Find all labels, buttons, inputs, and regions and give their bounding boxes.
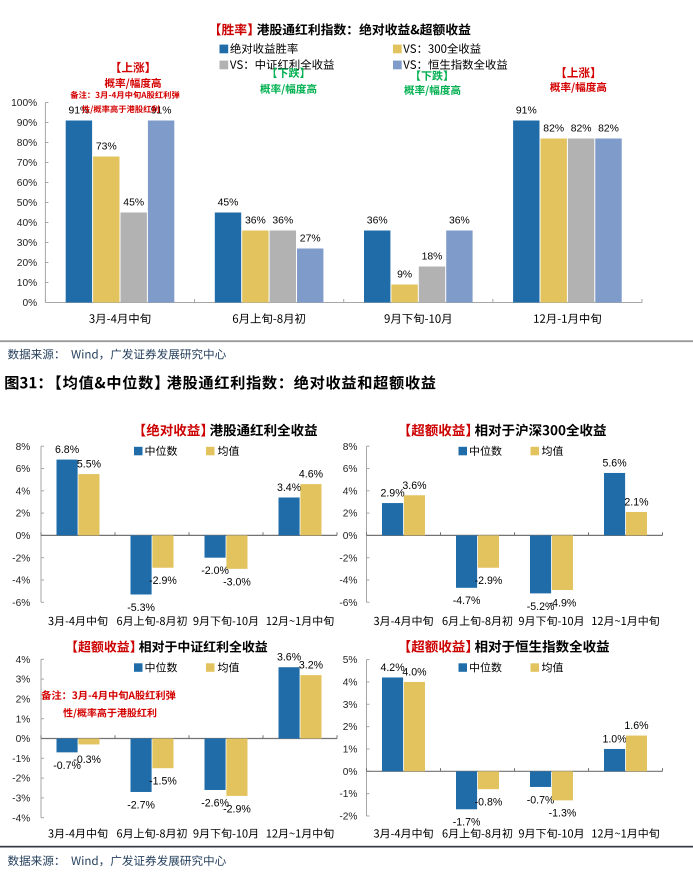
svg-text:-2%: -2% xyxy=(339,553,357,564)
svg-text:80%: 80% xyxy=(17,138,37,149)
svg-text:100%: 100% xyxy=(11,98,37,109)
svg-text:-0.7%: -0.7% xyxy=(527,794,555,806)
svg-text:1%: 1% xyxy=(16,714,31,725)
svg-text:-4%: -4% xyxy=(12,576,30,587)
svg-text:4.0%: 4.0% xyxy=(402,666,427,678)
svg-text:-1%: -1% xyxy=(12,754,30,765)
svg-text:8%: 8% xyxy=(16,442,31,453)
svg-text:-1.3%: -1.3% xyxy=(549,808,577,820)
svg-text:82%: 82% xyxy=(571,123,592,134)
svg-text:-2%: -2% xyxy=(12,553,30,564)
svg-text:-1%: -1% xyxy=(339,789,357,800)
svg-text:3.6%: 3.6% xyxy=(402,480,427,492)
svg-text:1%: 1% xyxy=(343,745,358,756)
svg-text:3.4%: 3.4% xyxy=(277,482,302,494)
svg-text:8%: 8% xyxy=(343,442,358,453)
svg-text:6%: 6% xyxy=(343,464,358,475)
svg-text:3.2%: 3.2% xyxy=(299,660,324,672)
svg-text:10%: 10% xyxy=(17,278,37,289)
svg-text:36%: 36% xyxy=(245,215,266,226)
svg-text:0%: 0% xyxy=(343,767,358,778)
svg-text:0%: 0% xyxy=(22,298,37,309)
svg-text:0%: 0% xyxy=(16,734,31,745)
svg-text:-2.9%: -2.9% xyxy=(223,803,251,815)
svg-text:-0.8%: -0.8% xyxy=(475,797,503,809)
svg-text:2.1%: 2.1% xyxy=(624,496,649,508)
svg-text:82%: 82% xyxy=(598,123,619,134)
svg-text:4%: 4% xyxy=(343,678,358,689)
svg-text:-1.5%: -1.5% xyxy=(149,776,177,788)
svg-text:4%: 4% xyxy=(343,486,358,497)
svg-text:-4%: -4% xyxy=(12,813,30,824)
svg-text:-0.7%: -0.7% xyxy=(53,760,81,772)
svg-text:5.5%: 5.5% xyxy=(77,459,102,471)
svg-text:20%: 20% xyxy=(17,258,37,269)
svg-text:73%: 73% xyxy=(96,141,117,152)
svg-text:45%: 45% xyxy=(218,197,239,208)
svg-text:4%: 4% xyxy=(16,655,31,666)
svg-text:1.0%: 1.0% xyxy=(602,733,627,745)
svg-text:-1.7%: -1.7% xyxy=(453,817,481,829)
svg-text:2%: 2% xyxy=(16,695,31,706)
svg-text:3%: 3% xyxy=(343,700,358,711)
svg-text:91%: 91% xyxy=(69,105,90,116)
svg-text:2.9%: 2.9% xyxy=(380,488,405,500)
svg-text:60%: 60% xyxy=(17,178,37,189)
svg-text:6%: 6% xyxy=(16,464,31,475)
svg-text:-5.3%: -5.3% xyxy=(127,602,155,614)
svg-text:-2.0%: -2.0% xyxy=(201,565,229,577)
svg-text:-6%: -6% xyxy=(12,598,30,609)
svg-text:2%: 2% xyxy=(343,722,358,733)
svg-text:90%: 90% xyxy=(17,118,37,129)
svg-text:30%: 30% xyxy=(17,238,37,249)
svg-text:-2.6%: -2.6% xyxy=(201,797,229,809)
svg-text:2%: 2% xyxy=(343,509,358,520)
svg-text:-5.2%: -5.2% xyxy=(527,601,555,613)
svg-text:4%: 4% xyxy=(16,486,31,497)
svg-text:0%: 0% xyxy=(343,531,358,542)
svg-text:-4.7%: -4.7% xyxy=(453,595,481,607)
svg-text:5%: 5% xyxy=(343,655,358,666)
svg-text:4.6%: 4.6% xyxy=(299,469,324,481)
svg-text:-6%: -6% xyxy=(339,598,357,609)
svg-text:2%: 2% xyxy=(16,509,31,520)
svg-text:36%: 36% xyxy=(367,215,388,226)
svg-text:91%: 91% xyxy=(516,105,537,116)
svg-text:3.6%: 3.6% xyxy=(277,652,302,664)
svg-text:-2%: -2% xyxy=(339,812,357,823)
svg-text:-4.9%: -4.9% xyxy=(549,597,577,609)
svg-text:82%: 82% xyxy=(543,123,564,134)
svg-text:0%: 0% xyxy=(16,531,31,542)
svg-text:-3.0%: -3.0% xyxy=(223,576,251,588)
svg-text:36%: 36% xyxy=(272,215,293,226)
svg-text:-2.7%: -2.7% xyxy=(127,799,155,811)
svg-text:-2.9%: -2.9% xyxy=(475,575,503,587)
svg-text:-0.3%: -0.3% xyxy=(73,754,101,766)
svg-text:36%: 36% xyxy=(449,215,470,226)
svg-text:91%: 91% xyxy=(151,105,172,116)
svg-text:6.8%: 6.8% xyxy=(55,444,80,456)
svg-text:5.6%: 5.6% xyxy=(602,457,627,469)
svg-text:18%: 18% xyxy=(422,251,443,262)
svg-text:4.2%: 4.2% xyxy=(380,662,405,674)
svg-text:50%: 50% xyxy=(17,198,37,209)
svg-text:-3%: -3% xyxy=(12,794,30,805)
svg-text:-2%: -2% xyxy=(12,774,30,785)
svg-text:-2.9%: -2.9% xyxy=(149,575,177,587)
svg-text:70%: 70% xyxy=(17,158,37,169)
svg-text:45%: 45% xyxy=(123,197,144,208)
svg-text:-4%: -4% xyxy=(339,576,357,587)
svg-text:27%: 27% xyxy=(300,233,321,244)
svg-text:1.6%: 1.6% xyxy=(624,720,649,732)
svg-text:9%: 9% xyxy=(397,269,412,280)
svg-text:3%: 3% xyxy=(16,675,31,686)
svg-text:40%: 40% xyxy=(17,218,37,229)
